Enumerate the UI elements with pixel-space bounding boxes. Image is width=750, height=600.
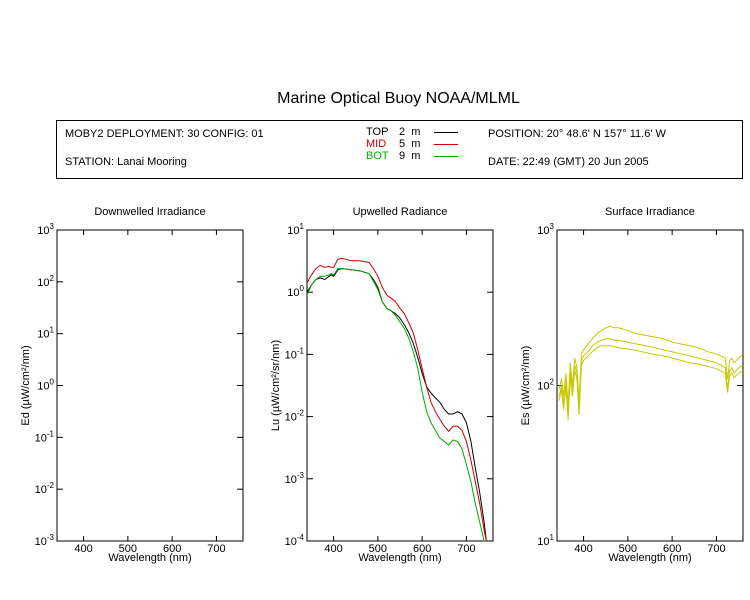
depth-value: 5 (399, 138, 406, 150)
date-text: DATE: 22:49 (GMT) 20 Jun 2005 (488, 156, 649, 168)
plot-frame (306, 229, 494, 542)
station-text: STATION: Lanai Mooring (65, 156, 187, 168)
x-tick-label: 700 (457, 543, 475, 555)
y-tick-label: 101 (37, 326, 54, 341)
depth-unit: m (411, 138, 421, 150)
x-axis-label: Wavelength (nm) (608, 552, 691, 564)
x-tick-label: 500 (369, 543, 387, 555)
depth-name: MID (366, 138, 387, 150)
y-tick-label: 10-3 (35, 533, 55, 548)
depth-line-mid (434, 144, 458, 145)
x-tick-label: 400 (574, 543, 592, 555)
x-tick-label: 600 (413, 543, 431, 555)
x-tick-label: 400 (324, 543, 342, 555)
depth-unit: m (411, 126, 421, 138)
y-tick-label: 100 (37, 378, 54, 393)
depth-legend-bot: BOT 9 m (366, 150, 458, 162)
x-tick-label: 600 (163, 543, 181, 555)
y-tick-label: 10-3 (285, 471, 305, 486)
depth-legend-mid: MID 5 m (366, 138, 458, 150)
y-tick-label: 10-4 (285, 533, 305, 548)
series-line-es-1 (558, 325, 743, 405)
x-tick-label: 500 (119, 543, 137, 555)
plot-frame (56, 229, 244, 542)
chart-title: Downwelled Irradiance (94, 206, 205, 218)
x-axis-label: Wavelength (nm) (108, 552, 191, 564)
series-line-mid (307, 257, 487, 541)
series-line-bot (307, 268, 487, 541)
y-tick-label: 101 (287, 222, 304, 237)
depth-unit: m (411, 150, 421, 162)
depth-value: 2 (399, 126, 406, 138)
x-tick-label: 500 (619, 543, 637, 555)
plot-frame (556, 229, 744, 542)
series-line-es-2 (558, 338, 743, 415)
y-tick-label: 103 (537, 222, 554, 237)
y-tick-label: 10-2 (285, 409, 305, 424)
y-tick-label: 100 (287, 284, 304, 299)
x-axis-label: Wavelength (nm) (358, 552, 441, 564)
chart-title: Surface Irradiance (605, 206, 695, 218)
y-tick-label: 102 (37, 274, 54, 289)
y-axis-label: Ed (µW/cm²/nm) (20, 345, 32, 425)
series-line-top (307, 268, 487, 541)
y-tick-label: 103 (37, 222, 54, 237)
position-text: POSITION: 20° 48.6' N 157° 11.6' W (488, 128, 666, 140)
depth-value: 9 (399, 150, 406, 162)
y-tick-label: 10-1 (35, 429, 55, 444)
x-tick-label: 700 (707, 543, 725, 555)
x-tick-label: 400 (74, 543, 92, 555)
info-box: MOBY2 DEPLOYMENT: 30 CONFIG: 01 STATION:… (56, 120, 743, 179)
depth-line-top (434, 132, 458, 133)
chart-title: Upwelled Radiance (353, 206, 448, 218)
series-line-es-3 (558, 345, 743, 421)
depth-line-bot (434, 156, 458, 157)
page-title: Marine Optical Buoy NOAA/MLML (277, 90, 520, 107)
chart-panel-3: Surface Irradiance 400 500 600 700 103 102 101 W… (520, 206, 744, 564)
depth-name: BOT (366, 150, 389, 162)
deployment-text: MOBY2 DEPLOYMENT: 30 CONFIG: 01 (65, 128, 264, 140)
y-axis-label: Lu (µW/cm²/sr/nm) (270, 340, 282, 431)
y-axis-label: Es (µW/cm²/nm) (520, 346, 532, 426)
y-tick-label: 102 (537, 378, 554, 393)
x-tick-label: 700 (207, 543, 225, 555)
y-tick-label: 101 (537, 533, 554, 548)
x-tick-label: 600 (663, 543, 681, 555)
depth-name: TOP (366, 126, 389, 138)
y-tick-label: 10-1 (285, 346, 305, 361)
y-tick-label: 10-2 (35, 481, 55, 496)
chart-panel-2: Upwelled Radiance 400 500 600 700 101 100 10-1 1… (270, 206, 494, 564)
depth-legend-top: TOP 2 m (366, 126, 458, 138)
chart-panel-1: Downwelled Irradiance 400 500 600 700 103 102 1… (20, 206, 244, 564)
